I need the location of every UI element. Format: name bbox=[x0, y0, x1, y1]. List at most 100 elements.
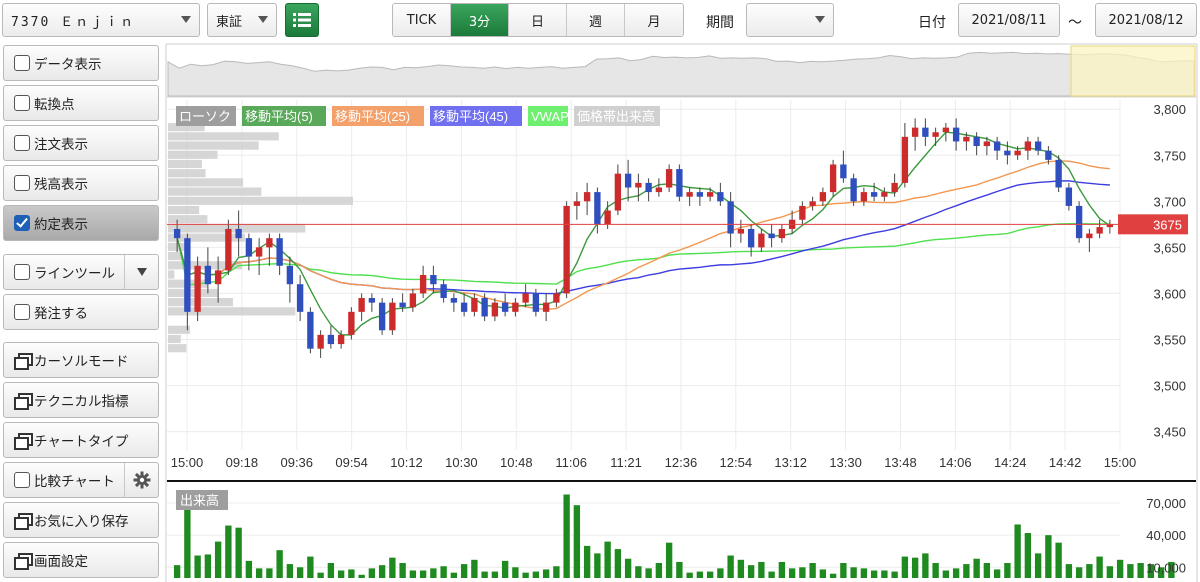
period-select[interactable] bbox=[746, 3, 834, 37]
volume-bar bbox=[583, 545, 591, 578]
volume-bar bbox=[491, 571, 499, 578]
volume-label-bg bbox=[176, 490, 228, 510]
candle-up bbox=[553, 293, 560, 303]
candle-up bbox=[512, 302, 519, 312]
sidebar-item-label: 発注する bbox=[34, 306, 88, 322]
volume-bar bbox=[378, 565, 386, 578]
sidebar-item-compare-chart[interactable]: 比較チャート bbox=[3, 462, 159, 498]
checkbox-icon[interactable] bbox=[14, 135, 30, 151]
sidebar-item-line-tool[interactable]: ラインツール bbox=[3, 254, 159, 290]
list-button[interactable] bbox=[285, 3, 319, 37]
volume-bar bbox=[819, 569, 827, 578]
candle-down bbox=[840, 164, 847, 179]
checkbox-icon[interactable] bbox=[14, 264, 30, 280]
sidebar-item-place-order[interactable]: 発注する bbox=[3, 294, 159, 330]
volume-bar bbox=[1157, 567, 1165, 578]
checkbox-icon[interactable] bbox=[14, 472, 30, 488]
volume-bar bbox=[1137, 563, 1144, 578]
indicator-lines bbox=[176, 131, 1111, 336]
symbol-value: 7370 Ｅｎｊｉｎ bbox=[11, 14, 136, 30]
volume-bar bbox=[1106, 566, 1114, 578]
candle-up bbox=[471, 298, 478, 312]
date-from-input[interactable]: 2021/08/11 bbox=[958, 3, 1060, 37]
navigator-range-window[interactable] bbox=[1070, 45, 1196, 97]
candle-down bbox=[184, 238, 191, 312]
checkbox-icon[interactable] bbox=[14, 55, 30, 71]
volume-bar bbox=[501, 560, 509, 578]
candle-up bbox=[860, 192, 868, 202]
indicator-legend[interactable]: ローソク 移動平均(5) 移動平均(25) 移動平均(45) VWAP 価格帯出来高 bbox=[176, 106, 660, 126]
checkbox-icon[interactable] bbox=[14, 95, 30, 111]
tab-tick[interactable]: TICK bbox=[393, 4, 451, 36]
triangle-down-icon bbox=[136, 268, 147, 276]
date-to-input[interactable]: 2021/08/12 bbox=[1095, 3, 1197, 37]
checkbox-checked-icon[interactable] bbox=[14, 215, 30, 231]
candle-up bbox=[604, 210, 611, 225]
line-tool-dropdown[interactable] bbox=[124, 255, 158, 289]
sidebar-item-screen-settings[interactable]: 画面設定 bbox=[3, 542, 159, 578]
compare-settings-button[interactable] bbox=[124, 463, 158, 497]
volume-bar bbox=[225, 525, 232, 578]
candle-up bbox=[799, 205, 806, 220]
tab-3min[interactable]: 3分 bbox=[451, 4, 509, 36]
time-tick-label: 10:12 bbox=[390, 455, 423, 470]
candle-up bbox=[1014, 150, 1021, 156]
sidebar-item-cursor-mode[interactable]: カーソルモード bbox=[3, 342, 159, 378]
candle-down bbox=[717, 192, 724, 202]
time-tick-label: 13:48 bbox=[884, 455, 917, 470]
candle-down bbox=[481, 298, 488, 317]
candle-up bbox=[655, 187, 663, 193]
volume-bar bbox=[747, 565, 755, 578]
volume-bar bbox=[676, 561, 683, 578]
sidebar-item-order-display[interactable]: 注文表示 bbox=[3, 125, 159, 161]
sidebar-item-chart-type[interactable]: チャートタイプ bbox=[3, 422, 159, 458]
legend-item-bg bbox=[430, 106, 522, 126]
volume-axis: 70,000 40,000 10,000 bbox=[1146, 496, 1186, 575]
candle-up bbox=[358, 298, 365, 312]
price-tick-label: 3,450 bbox=[1153, 425, 1186, 440]
volume-bar bbox=[522, 572, 529, 578]
window-icon bbox=[14, 433, 33, 450]
candle-down bbox=[450, 298, 458, 303]
volume-tick-label: 10,000 bbox=[1146, 560, 1186, 575]
exchange-select[interactable]: 東証 bbox=[207, 3, 277, 37]
tab-month[interactable]: 月 bbox=[625, 4, 683, 36]
time-tick-label: 11:21 bbox=[610, 455, 642, 470]
legend-item-bg bbox=[574, 106, 660, 126]
volume-bar bbox=[594, 553, 601, 578]
sidebar-item-turning-point[interactable]: 転換点 bbox=[3, 85, 159, 121]
sidebar-item-label: 注文表示 bbox=[34, 137, 88, 153]
volume-bar bbox=[337, 570, 345, 578]
sidebar-item-technical-indicators[interactable]: テクニカル指標 bbox=[3, 382, 159, 418]
volume-bars bbox=[173, 492, 1175, 578]
volume-bar bbox=[481, 571, 488, 578]
tab-day[interactable]: 日 bbox=[509, 4, 567, 36]
candle-down bbox=[676, 169, 683, 197]
checkbox-icon[interactable] bbox=[14, 304, 30, 320]
candle-up bbox=[778, 228, 786, 239]
tab-week[interactable]: 週 bbox=[567, 4, 625, 36]
sidebar-item-balance-display[interactable]: 残高表示 bbox=[3, 165, 159, 201]
volume-bar bbox=[665, 542, 673, 578]
candle-down bbox=[440, 284, 447, 299]
time-tick-label: 09:18 bbox=[226, 455, 259, 470]
sidebar-item-execution-display[interactable]: 約定表示 bbox=[3, 205, 159, 241]
volume-bar bbox=[1045, 535, 1052, 578]
sidebar-item-save-favorite[interactable]: お気に入り保存 bbox=[3, 502, 159, 538]
volume-bar bbox=[1147, 564, 1155, 578]
candle-down bbox=[430, 275, 437, 285]
volume-bar bbox=[973, 558, 980, 578]
candle-up bbox=[881, 192, 888, 197]
time-tick-label: 10:30 bbox=[445, 455, 478, 470]
volume-bar bbox=[1004, 563, 1011, 578]
price-volume-bar bbox=[168, 169, 206, 178]
volume-bar bbox=[553, 566, 560, 578]
candle-down bbox=[204, 265, 212, 285]
sidebar-item-data-display[interactable]: データ表示 bbox=[3, 45, 159, 81]
checkbox-icon[interactable] bbox=[14, 175, 30, 191]
symbol-select[interactable]: 7370 Ｅｎｊｉｎ bbox=[2, 3, 200, 37]
volume-bar bbox=[450, 572, 458, 578]
volume-bar bbox=[358, 574, 365, 578]
window-icon bbox=[14, 393, 33, 410]
